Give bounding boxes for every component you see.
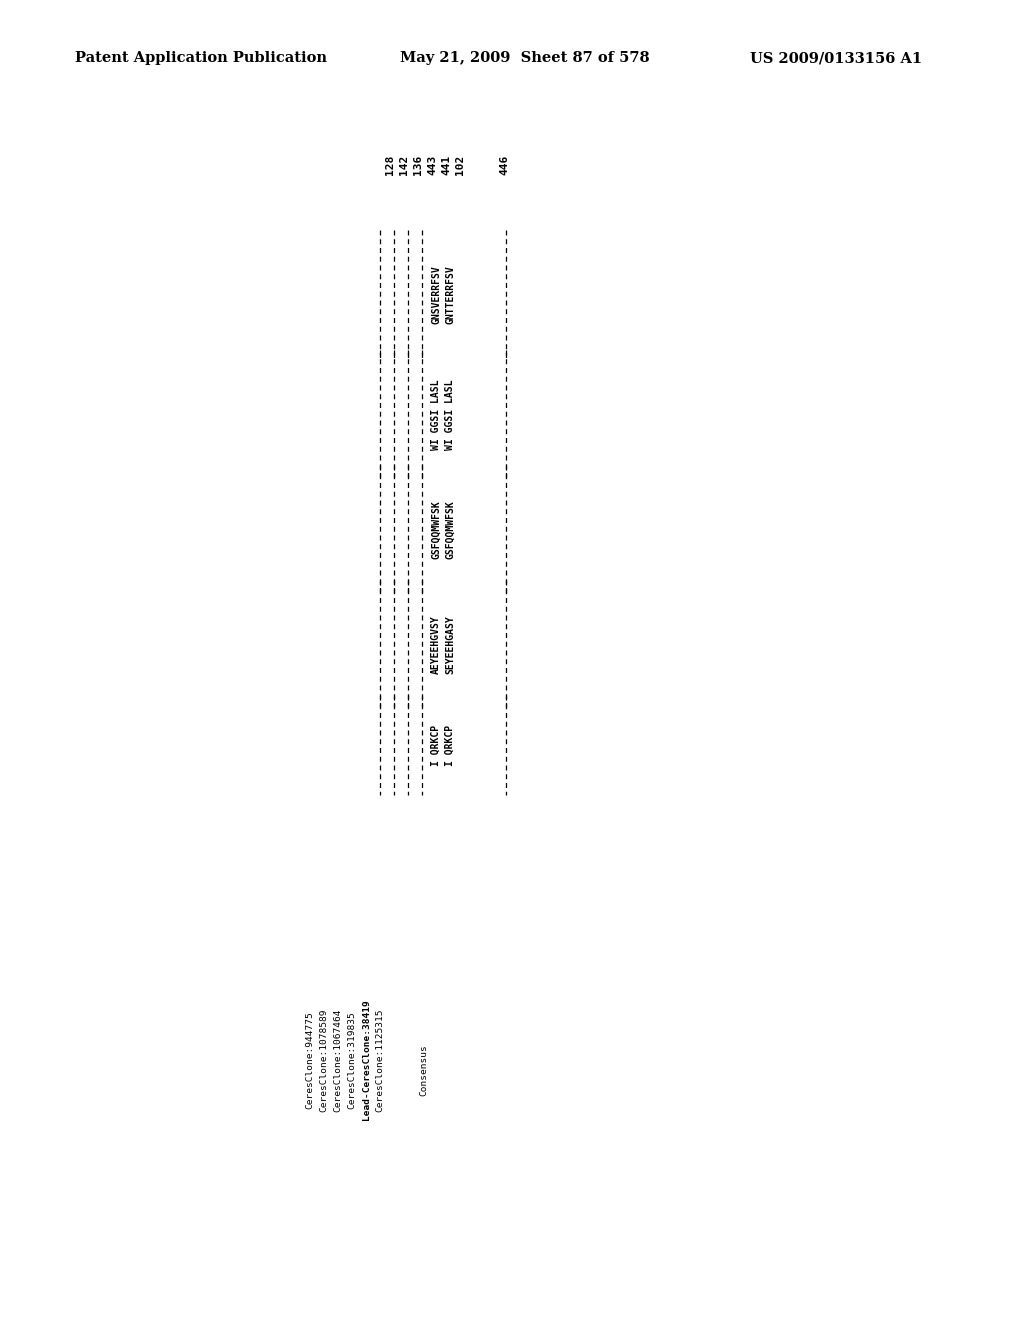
Text: May 21, 2009  Sheet 87 of 578: May 21, 2009 Sheet 87 of 578 xyxy=(400,51,649,65)
Text: Lead-CeresClone:38419: Lead-CeresClone:38419 xyxy=(361,999,371,1121)
Text: WI GGSI LASL: WI GGSI LASL xyxy=(431,380,441,450)
Text: GSFQQMWFSK: GSFQQMWFSK xyxy=(431,500,441,560)
Text: Consensus: Consensus xyxy=(420,1044,428,1096)
Text: CeresClone:1078589: CeresClone:1078589 xyxy=(319,1008,329,1111)
Text: I QRKCP: I QRKCP xyxy=(445,725,455,766)
Text: 128: 128 xyxy=(385,154,395,176)
Text: WI GGSI LASL: WI GGSI LASL xyxy=(445,380,455,450)
Text: I QRKCP: I QRKCP xyxy=(431,725,441,766)
Text: 441: 441 xyxy=(441,154,451,176)
Text: GSFQQMWFSK: GSFQQMWFSK xyxy=(445,500,455,560)
Text: US 2009/0133156 A1: US 2009/0133156 A1 xyxy=(750,51,923,65)
Text: SEYEEHGASY: SEYEEHGASY xyxy=(445,615,455,675)
Text: CeresClone:319835: CeresClone:319835 xyxy=(347,1011,356,1109)
Text: AEYEEHGVSY: AEYEEHGVSY xyxy=(431,615,441,675)
Text: Patent Application Publication: Patent Application Publication xyxy=(75,51,327,65)
Text: 443: 443 xyxy=(427,154,437,176)
Text: CeresClone:1125315: CeresClone:1125315 xyxy=(376,1008,384,1111)
Text: 102: 102 xyxy=(455,154,465,176)
Text: CeresClone:944775: CeresClone:944775 xyxy=(305,1011,314,1109)
Text: 136: 136 xyxy=(413,154,423,176)
Text: 142: 142 xyxy=(399,154,409,176)
Text: GNSVERRFSV: GNSVERRFSV xyxy=(431,265,441,325)
Text: GNTTERRFSV: GNTTERRFSV xyxy=(445,265,455,325)
Text: CeresClone:1067464: CeresClone:1067464 xyxy=(334,1008,342,1111)
Text: 446: 446 xyxy=(499,154,509,176)
